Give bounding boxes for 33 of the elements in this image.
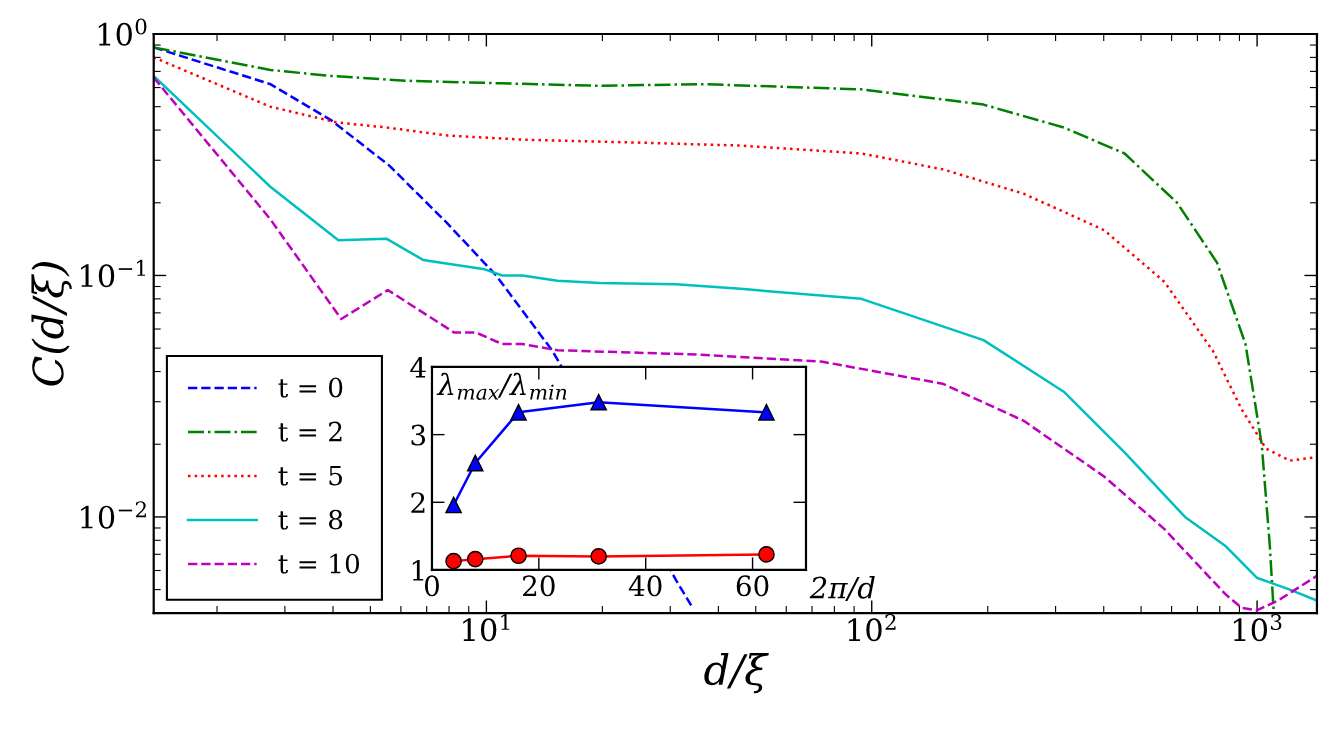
x-axis-title: 2π/d (809, 576, 875, 601)
x-axis-title: d/ξ (704, 653, 769, 694)
x-tick-label: 0 (424, 575, 439, 597)
point (590, 548, 608, 565)
legend-label: t = 8 (278, 509, 343, 530)
y-tick-label: 10$^{−1}$ (81, 259, 145, 288)
legend-label: t = 2 (278, 421, 342, 442)
point (510, 547, 527, 565)
legend-label: t = 0 (278, 377, 343, 398)
point (758, 403, 775, 421)
y-tick-label: 3 (411, 424, 426, 446)
point (445, 552, 462, 570)
x-tick-label: 40 (628, 575, 662, 597)
point (758, 546, 775, 563)
y-tick-label: 4 (410, 356, 426, 378)
y-tick-label: 10$^{−2}$ (81, 501, 146, 529)
y-tick-label: 10$^{0}$ (98, 18, 147, 46)
point (445, 496, 462, 514)
legend-label: t = 5 (278, 465, 342, 486)
point (466, 550, 484, 568)
legend-label: t = 10 (278, 553, 360, 574)
y-tick-label: 1 (412, 559, 424, 581)
x-tick-label: 60 (736, 575, 769, 597)
point (590, 393, 608, 411)
x-tick-label: 20 (523, 575, 555, 597)
point (466, 454, 484, 472)
y-axis-title: C(d/ξ) (31, 262, 72, 386)
x-tick-label: 10$^{1}$ (463, 613, 510, 642)
y-tick-label: 2 (411, 492, 425, 513)
y-axis-title: λ$_{max}$/λ$_{min}$ (436, 372, 567, 400)
x-tick-label: 10$^{3}$ (1233, 613, 1282, 642)
x-tick-label: 10$^{2}$ (848, 613, 896, 642)
point (510, 403, 527, 421)
